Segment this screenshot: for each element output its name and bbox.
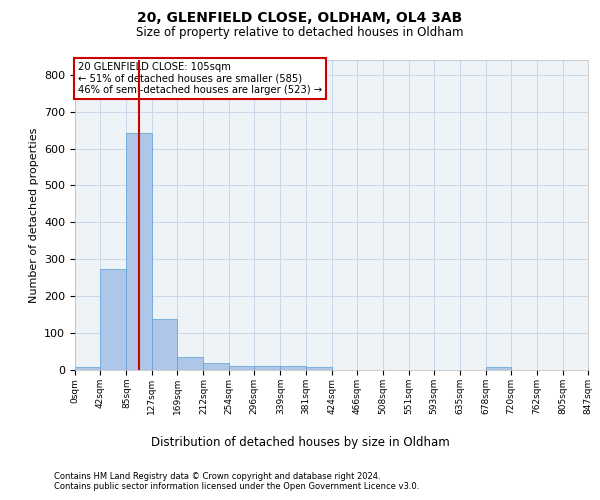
Text: Contains public sector information licensed under the Open Government Licence v3: Contains public sector information licen… xyxy=(54,482,419,491)
Bar xyxy=(152,319,178,370)
Bar xyxy=(306,366,332,370)
Bar xyxy=(229,366,254,370)
Bar xyxy=(280,366,306,370)
Bar xyxy=(127,132,152,370)
Bar xyxy=(178,357,203,370)
Bar xyxy=(254,366,280,370)
Bar xyxy=(75,367,100,370)
Text: 20, GLENFIELD CLOSE, OLDHAM, OL4 3AB: 20, GLENFIELD CLOSE, OLDHAM, OL4 3AB xyxy=(137,11,463,25)
Text: Distribution of detached houses by size in Oldham: Distribution of detached houses by size … xyxy=(151,436,449,449)
Bar xyxy=(203,364,229,370)
Bar xyxy=(485,367,511,370)
Text: Contains HM Land Registry data © Crown copyright and database right 2024.: Contains HM Land Registry data © Crown c… xyxy=(54,472,380,481)
Y-axis label: Number of detached properties: Number of detached properties xyxy=(29,128,38,302)
Bar xyxy=(100,268,127,370)
Text: Size of property relative to detached houses in Oldham: Size of property relative to detached ho… xyxy=(136,26,464,39)
Text: 20 GLENFIELD CLOSE: 105sqm
← 51% of detached houses are smaller (585)
46% of sem: 20 GLENFIELD CLOSE: 105sqm ← 51% of deta… xyxy=(77,62,322,95)
